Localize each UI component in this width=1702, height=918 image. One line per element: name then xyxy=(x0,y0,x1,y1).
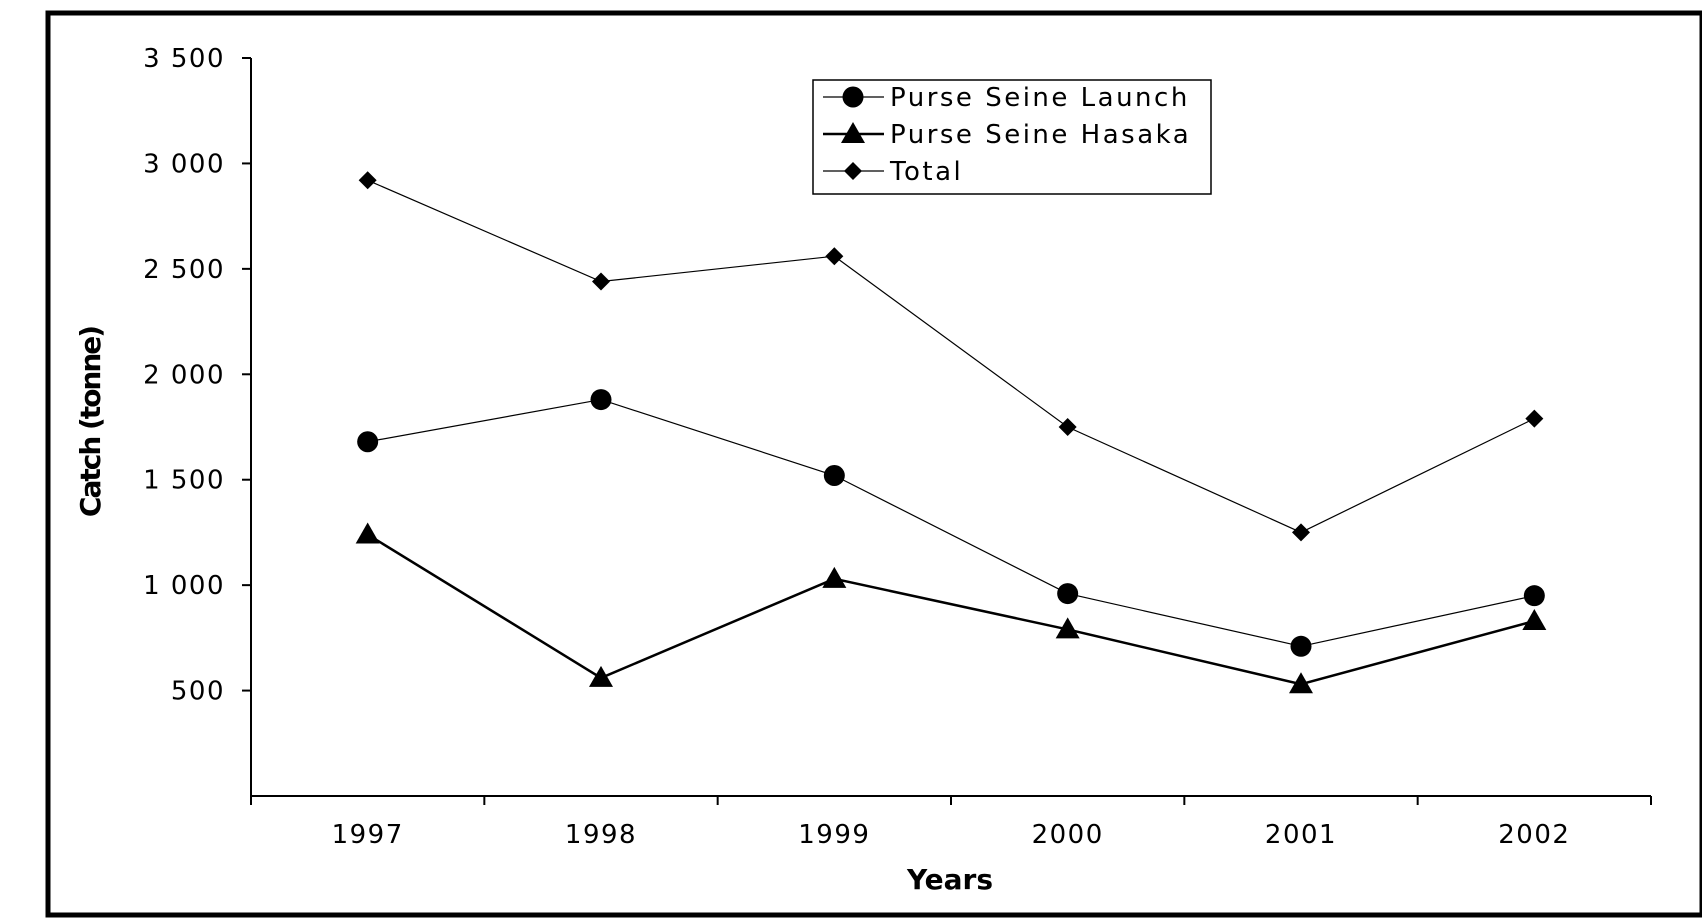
data-point-total xyxy=(358,171,377,190)
y-tick-label: 2 500 xyxy=(143,255,225,285)
legend-label-purse-seine-launch: Purse Seine Launch xyxy=(890,83,1190,113)
data-point-purse-seine-launch xyxy=(1057,583,1079,605)
legend-marker-total xyxy=(844,162,862,180)
y-tick-label: 1 500 xyxy=(143,466,225,496)
data-point-purse-seine-hasaka xyxy=(355,522,380,544)
legend-items: Purse Seine Launch Purse Seine Hasaka Tota… xyxy=(823,83,1191,187)
y-axis-title: Catch (tonne) xyxy=(74,327,107,517)
y-tick-label: 3 000 xyxy=(143,149,225,179)
y-tick-label: 500 xyxy=(171,677,225,707)
data-point-total xyxy=(592,272,610,291)
data-point-total xyxy=(1058,418,1077,436)
data-point-purse-seine-launch xyxy=(590,389,612,411)
data-point-purse-seine-hasaka xyxy=(589,665,613,687)
data-point-total xyxy=(1292,523,1310,542)
x-tick-label: 1998 xyxy=(565,820,637,850)
data-point-purse-seine-hasaka xyxy=(1055,617,1080,639)
data-point-purse-seine-hasaka xyxy=(1289,672,1313,694)
legend: Purse Seine Launch Purse Seine Hasaka Tota… xyxy=(812,79,1212,195)
data-point-purse-seine-launch xyxy=(1523,585,1545,607)
x-ticks: 1997 1998 1999 2000 2001 2002 xyxy=(250,796,1652,850)
x-tick-label: 2001 xyxy=(1265,820,1337,850)
data-point-purse-seine-hasaka xyxy=(1522,608,1547,630)
series-line-total xyxy=(367,179,1535,534)
data-point-total xyxy=(825,247,844,266)
series-layer xyxy=(355,171,1547,694)
y-tick-label: 2 000 xyxy=(143,360,225,390)
series-line-purse-seine-launch xyxy=(367,398,1535,647)
data-point-purse-seine-hasaka xyxy=(822,566,847,588)
data-point-total xyxy=(1525,409,1544,428)
data-point-purse-seine-launch xyxy=(357,431,379,453)
data-point-purse-seine-launch xyxy=(1290,635,1312,657)
x-tick-label: 1997 xyxy=(332,820,404,850)
legend-marker-purse-seine-hasaka xyxy=(841,122,865,143)
x-tick-label: 1999 xyxy=(798,820,870,850)
legend-label-purse-seine-hasaka: Purse Seine Hasaka xyxy=(890,120,1191,150)
series-line-purse-seine-hasaka xyxy=(367,533,1535,686)
x-tick-label: 2002 xyxy=(1498,820,1570,850)
legend-box xyxy=(812,79,1212,195)
data-point-purse-seine-launch xyxy=(823,464,845,486)
y-ticks: 500 1 000 1 500 2 000 2 500 3 000 3 500 xyxy=(143,44,251,707)
legend-marker-purse-seine-launch xyxy=(842,86,864,108)
x-axis-title: Years xyxy=(906,863,993,896)
legend-label-total: Total xyxy=(889,157,963,187)
x-tick-label: 2000 xyxy=(1032,820,1104,850)
y-tick-label: 1 000 xyxy=(143,571,225,601)
y-tick-label: 3 500 xyxy=(143,44,225,74)
